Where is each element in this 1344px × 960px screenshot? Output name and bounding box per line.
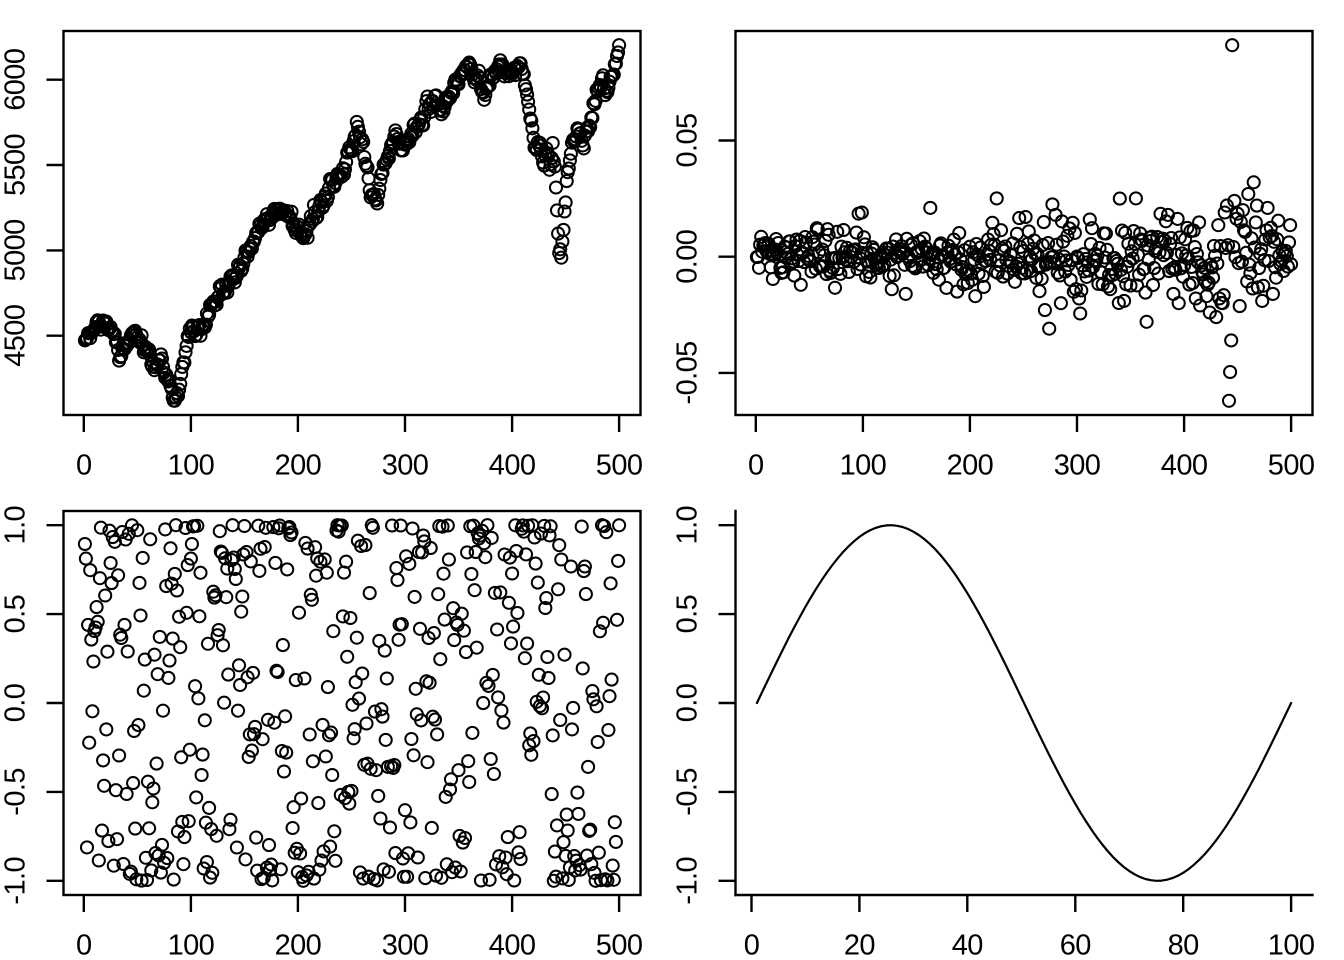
svg-text:40: 40 — [952, 930, 983, 960]
svg-text:0.5: 0.5 — [672, 595, 704, 634]
svg-text:500: 500 — [596, 450, 643, 482]
svg-text:400: 400 — [489, 450, 536, 482]
svg-text:100: 100 — [168, 450, 215, 482]
svg-text:0.0: 0.0 — [0, 684, 32, 723]
svg-text:0.00: 0.00 — [672, 230, 704, 284]
svg-text:200: 200 — [947, 450, 994, 482]
svg-text:500: 500 — [596, 930, 643, 960]
svg-text:20: 20 — [844, 930, 875, 960]
svg-text:0: 0 — [744, 930, 760, 960]
svg-text:-1.0: -1.0 — [672, 857, 704, 905]
svg-text:1.0: 1.0 — [672, 506, 704, 545]
svg-text:6000: 6000 — [0, 49, 32, 111]
svg-text:100: 100 — [168, 930, 215, 960]
svg-text:60: 60 — [1060, 930, 1091, 960]
svg-text:-0.5: -0.5 — [0, 768, 32, 816]
svg-text:0.0: 0.0 — [672, 684, 704, 723]
svg-text:5500: 5500 — [0, 134, 32, 196]
svg-text:5000: 5000 — [0, 219, 32, 281]
svg-text:200: 200 — [275, 450, 322, 482]
svg-text:500: 500 — [1268, 450, 1315, 482]
svg-text:200: 200 — [275, 930, 322, 960]
svg-text:1.0: 1.0 — [0, 506, 32, 545]
svg-text:300: 300 — [382, 930, 429, 960]
svg-text:-0.5: -0.5 — [672, 768, 704, 816]
svg-text:100: 100 — [840, 450, 887, 482]
svg-text:0: 0 — [76, 930, 92, 960]
svg-text:0: 0 — [748, 450, 764, 482]
svg-text:400: 400 — [1161, 450, 1208, 482]
svg-text:300: 300 — [1054, 450, 1101, 482]
svg-text:0: 0 — [76, 450, 92, 482]
svg-text:100: 100 — [1268, 930, 1315, 960]
svg-text:400: 400 — [489, 930, 536, 960]
svg-text:80: 80 — [1168, 930, 1199, 960]
svg-text:0.05: 0.05 — [672, 113, 704, 167]
svg-text:0.5: 0.5 — [0, 595, 32, 634]
svg-text:-1.0: -1.0 — [0, 857, 32, 905]
svg-text:300: 300 — [382, 450, 429, 482]
svg-text:-0.05: -0.05 — [672, 341, 704, 404]
svg-text:4500: 4500 — [0, 305, 32, 367]
